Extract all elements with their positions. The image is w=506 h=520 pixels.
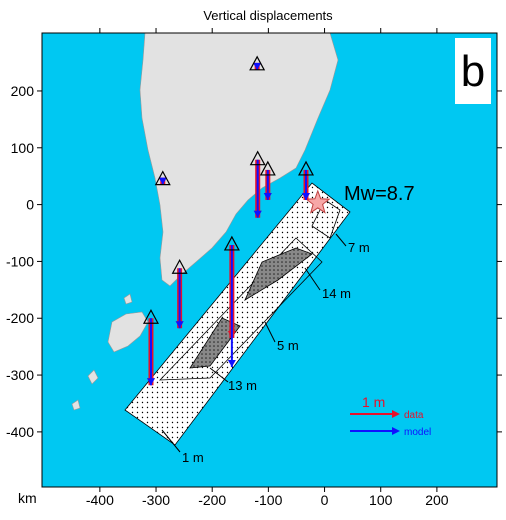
x-tick-label: 0	[321, 492, 329, 508]
legend-scale-label: 1 m	[362, 394, 385, 410]
magnitude-label: Mw=8.7	[344, 183, 415, 205]
slip-contour-5m	[159, 237, 323, 381]
frame	[41, 32, 498, 488]
leader	[304, 267, 321, 291]
model-arrow-head	[175, 321, 184, 329]
y-tick-label: -300	[6, 367, 34, 383]
map-area	[42, 33, 497, 487]
legend-arrow-head	[392, 427, 400, 435]
legend-label: model	[404, 427, 431, 438]
x-tick-label: -200	[198, 492, 226, 508]
x-tick-label: -100	[254, 492, 282, 508]
x-tick-label: 100	[369, 492, 393, 508]
title: Vertical displacements	[203, 8, 333, 23]
station	[298, 160, 315, 176]
y-tick-label: -400	[6, 424, 34, 440]
model-arrow-head	[263, 192, 272, 200]
slip-contour-13m	[189, 317, 241, 369]
model-arrow-head	[302, 192, 311, 200]
y-tick-label: 100	[11, 140, 35, 156]
contour-label: 13 m	[228, 378, 257, 393]
station	[249, 150, 266, 166]
model-arrow-head	[146, 378, 155, 386]
land	[139, 33, 339, 287]
contour-label: 5 m	[277, 338, 299, 353]
station	[171, 258, 188, 274]
contour-label: 1 m	[182, 450, 204, 465]
station	[223, 235, 240, 251]
station	[154, 170, 171, 186]
x-tick-label: 200	[425, 492, 449, 508]
model-arrow-head	[227, 359, 236, 367]
legend-arrow-head	[392, 410, 400, 418]
legend-label: data	[404, 410, 424, 421]
model-arrow-head	[253, 62, 262, 70]
model-arrow-head	[253, 210, 262, 218]
y-tick-label: 200	[11, 83, 35, 99]
contour-label: 14 m	[322, 286, 351, 301]
leader	[264, 321, 276, 343]
panel-label-box	[455, 38, 491, 104]
epicenter	[305, 189, 331, 214]
station	[259, 160, 276, 176]
x-tick-label: -300	[142, 492, 170, 508]
leader	[209, 367, 229, 383]
slip-contour-14m	[244, 247, 313, 302]
x-axis-label: km	[18, 490, 37, 506]
y-tick-label: -100	[6, 253, 34, 269]
islets	[71, 293, 133, 411]
y-tick-label: 0	[26, 197, 34, 213]
model-arrow-head	[158, 177, 167, 185]
leader	[335, 233, 347, 247]
leader	[161, 429, 181, 453]
station	[249, 55, 266, 71]
station	[142, 308, 159, 324]
contour-label: 7 m	[348, 240, 370, 255]
island	[107, 311, 149, 353]
y-tick-label: -200	[6, 310, 34, 326]
panel-label: b	[461, 47, 485, 96]
x-tick-label: -400	[86, 492, 114, 508]
